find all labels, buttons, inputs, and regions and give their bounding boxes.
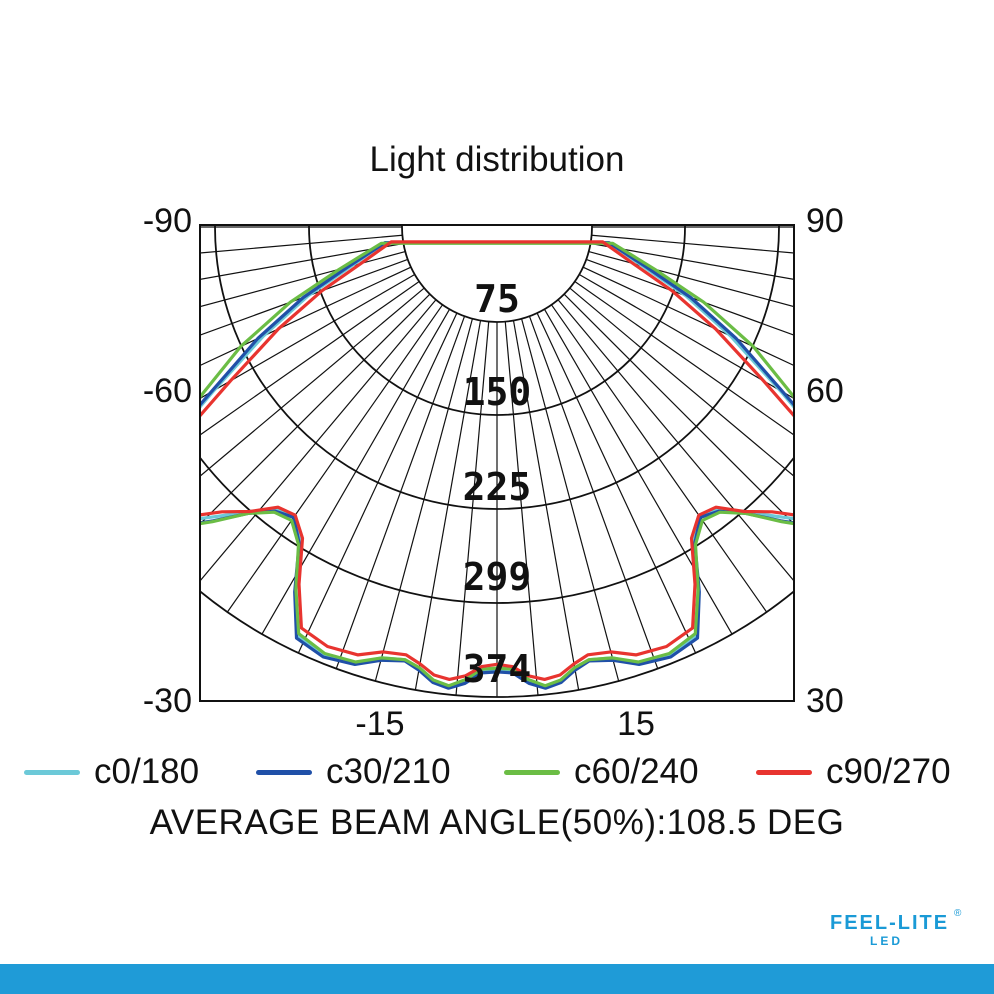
radial-tick-label: 150 [463, 370, 532, 414]
angle-label-left: -60 [143, 372, 192, 410]
angle-label-right: 60 [806, 372, 844, 410]
radial-tick-label: 299 [463, 555, 532, 599]
series-line-c60-240 [200, 241, 794, 688]
series-line-c30-210 [200, 241, 794, 690]
beam-angle-note: AVERAGE BEAM ANGLE(50%):108.5 DEG [149, 803, 845, 842]
legend-swatch [504, 769, 560, 775]
legend-item-c30-210: c30/210 [256, 752, 451, 792]
legend-item-c0-180: c0/180 [24, 752, 199, 792]
grid-ring [401, 225, 593, 323]
angle-label-left: -90 [143, 202, 192, 240]
legend-label: c90/270 [826, 752, 951, 791]
brand-logo: FEEL-LITE ® LED [830, 908, 970, 952]
chart-title: Light distribution [369, 140, 625, 179]
grid-ring [308, 225, 686, 416]
grid-ring [200, 456, 794, 604]
registered-mark: ® [954, 908, 962, 919]
grid-ring [200, 589, 794, 698]
legend-item-c90-270: c90/270 [756, 752, 951, 792]
grid-ring [214, 225, 780, 510]
chart-frame [199, 224, 795, 702]
logo-text: FEEL-LITE [830, 912, 950, 934]
legend-swatch [256, 769, 312, 775]
legend-label: c60/240 [574, 752, 699, 791]
logo-subtext: LED [870, 934, 903, 948]
legend-swatch [24, 769, 80, 775]
radial-tick-label: 225 [463, 465, 532, 509]
angle-label-right: 30 [806, 682, 844, 720]
polar-grid [200, 225, 794, 698]
legend-item-c60-240: c60/240 [504, 752, 699, 792]
legend: c0/180 c30/210 c60/240 c90/270 [0, 752, 994, 802]
angle-label-bottom: 15 [617, 705, 655, 743]
series-line-c90-270 [200, 240, 794, 681]
angle-label-bottom: -15 [355, 705, 404, 743]
radial-tick-label: 374 [463, 647, 532, 691]
angle-label-left: -30 [143, 682, 192, 720]
legend-swatch [756, 769, 812, 775]
legend-label: c30/210 [326, 752, 451, 791]
legend-label: c0/180 [94, 752, 200, 791]
radial-tick-label: 75 [474, 277, 520, 321]
angle-label-right: 90 [806, 202, 844, 240]
bottom-bar [0, 964, 994, 994]
